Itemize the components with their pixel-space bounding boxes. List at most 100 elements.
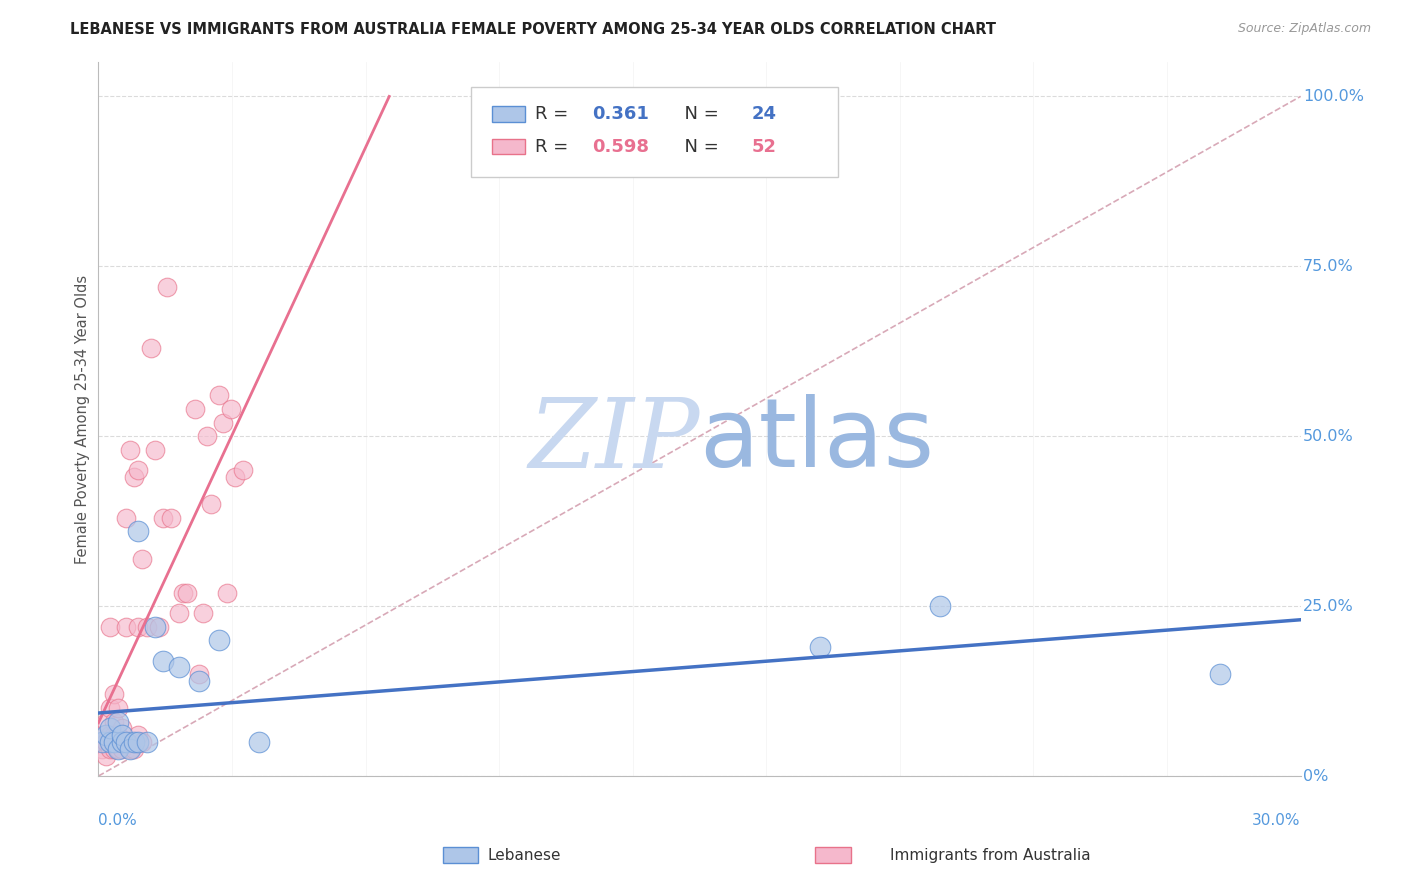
Point: [120, 742, 142, 756]
Text: 75.0%: 75.0%: [1303, 259, 1354, 274]
Point: [115, 619, 138, 633]
Point: [152, 653, 174, 667]
Point: [103, 714, 125, 729]
Text: 30.0%: 30.0%: [1253, 814, 1301, 828]
Point: [187, 673, 209, 688]
Point: [1209, 667, 1232, 681]
Point: [135, 619, 157, 633]
Point: [91, 735, 114, 749]
Text: R =: R =: [534, 105, 574, 123]
Point: [96, 735, 118, 749]
Bar: [492, 139, 526, 154]
Point: [111, 722, 134, 736]
Point: [187, 667, 209, 681]
Point: [139, 341, 162, 355]
Point: [247, 735, 270, 749]
Point: [176, 585, 198, 599]
Point: [195, 429, 218, 443]
FancyBboxPatch shape: [471, 87, 838, 177]
Point: [100, 619, 122, 633]
Point: [208, 633, 231, 648]
Text: Lebanese: Lebanese: [488, 848, 561, 863]
Point: [224, 470, 246, 484]
Point: [128, 463, 150, 477]
Point: [100, 728, 122, 742]
Text: Immigrants from Australia: Immigrants from Australia: [890, 848, 1091, 863]
Point: [183, 402, 205, 417]
Point: [107, 714, 129, 729]
Point: [120, 442, 142, 457]
Bar: [492, 106, 526, 121]
Point: [103, 728, 125, 742]
Point: [143, 442, 166, 457]
Point: [91, 728, 114, 742]
Point: [128, 728, 150, 742]
Point: [172, 585, 194, 599]
Text: ZIP: ZIP: [529, 393, 699, 488]
Point: [148, 619, 170, 633]
Point: [100, 701, 122, 715]
Point: [100, 722, 122, 736]
Point: [107, 701, 129, 715]
Point: [929, 599, 952, 614]
Point: [191, 606, 214, 620]
Point: [131, 735, 153, 749]
Point: [159, 510, 181, 524]
Text: N =: N =: [673, 137, 724, 155]
Text: 0.0%: 0.0%: [98, 814, 138, 828]
Point: [200, 497, 222, 511]
Point: [103, 742, 125, 756]
Point: [100, 735, 122, 749]
Text: 24: 24: [751, 105, 776, 123]
Point: [155, 279, 177, 293]
Point: [111, 735, 134, 749]
Text: N =: N =: [673, 105, 724, 123]
Point: [167, 606, 190, 620]
Point: [215, 585, 238, 599]
Point: [115, 510, 138, 524]
Point: [100, 742, 122, 756]
Text: R =: R =: [534, 137, 574, 155]
Point: [128, 619, 150, 633]
Text: 0.598: 0.598: [592, 137, 650, 155]
Text: 100.0%: 100.0%: [1303, 89, 1364, 104]
Point: [103, 688, 125, 702]
Point: [124, 735, 146, 749]
Text: 50.0%: 50.0%: [1303, 429, 1354, 443]
Point: [96, 714, 118, 729]
Point: [232, 463, 254, 477]
Y-axis label: Female Poverty Among 25-34 Year Olds: Female Poverty Among 25-34 Year Olds: [75, 275, 90, 564]
Point: [167, 660, 190, 674]
Point: [96, 728, 118, 742]
Point: [111, 742, 134, 756]
Point: [131, 551, 153, 566]
Point: [211, 416, 233, 430]
Point: [124, 742, 146, 756]
Text: 52: 52: [751, 137, 776, 155]
Point: [152, 510, 174, 524]
Text: atlas: atlas: [699, 394, 935, 487]
Point: [219, 402, 242, 417]
Point: [808, 640, 831, 654]
Point: [115, 735, 138, 749]
Text: LEBANESE VS IMMIGRANTS FROM AUSTRALIA FEMALE POVERTY AMONG 25-34 YEAR OLDS CORRE: LEBANESE VS IMMIGRANTS FROM AUSTRALIA FE…: [70, 22, 997, 37]
Point: [208, 388, 231, 402]
Text: 25.0%: 25.0%: [1303, 599, 1354, 614]
Point: [96, 748, 118, 763]
Point: [91, 742, 114, 756]
Point: [124, 470, 146, 484]
Point: [111, 728, 134, 742]
Point: [115, 735, 138, 749]
Text: 0%: 0%: [1303, 769, 1329, 783]
Point: [107, 742, 129, 756]
Point: [128, 735, 150, 749]
Text: 0.361: 0.361: [592, 105, 650, 123]
Point: [135, 735, 157, 749]
Point: [103, 735, 125, 749]
Point: [107, 742, 129, 756]
Point: [120, 742, 142, 756]
Point: [107, 728, 129, 742]
Point: [143, 619, 166, 633]
Point: [91, 735, 114, 749]
Text: Source: ZipAtlas.com: Source: ZipAtlas.com: [1237, 22, 1371, 36]
